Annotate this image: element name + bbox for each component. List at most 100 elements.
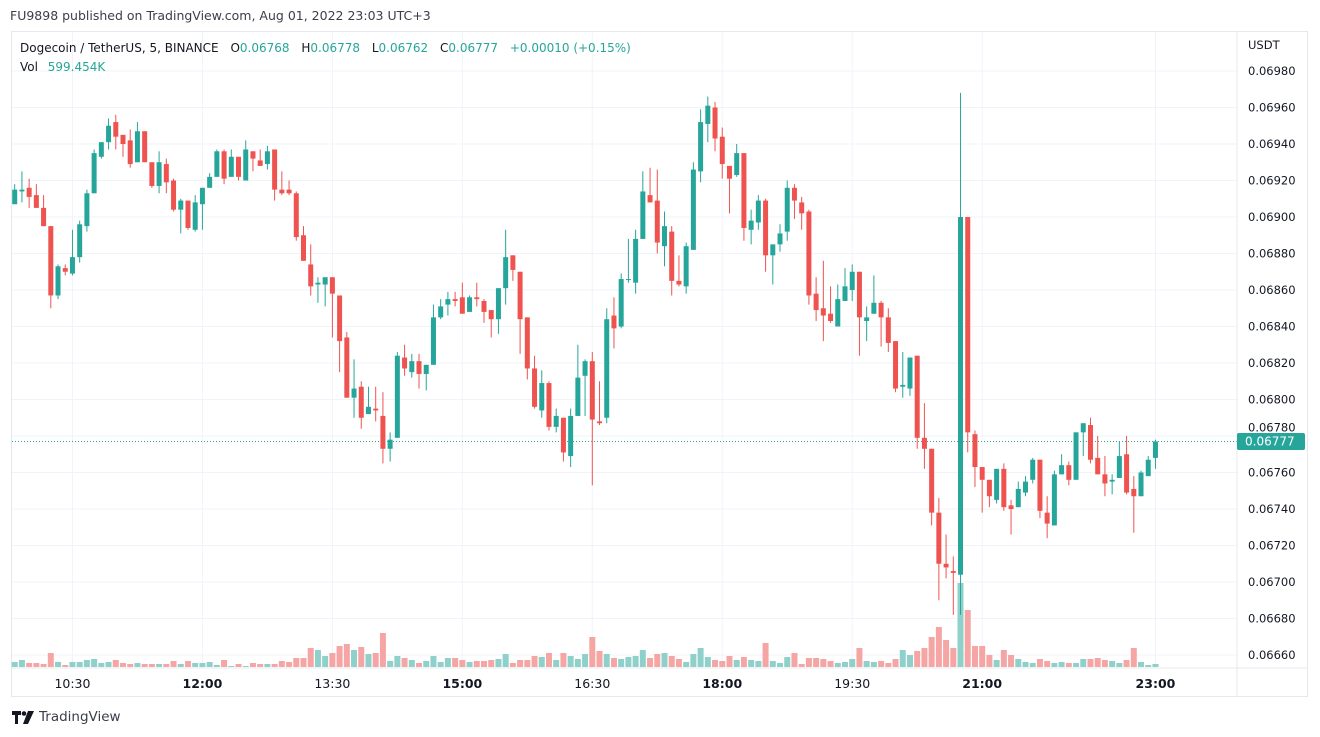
candle[interactable] [1095,436,1101,475]
candle[interactable] [423,364,429,391]
candle[interactable] [387,432,393,462]
candle[interactable] [199,187,205,230]
candle[interactable] [264,145,270,170]
candle[interactable] [416,353,422,389]
candle[interactable] [452,291,458,307]
candle[interactable] [625,238,631,283]
candle[interactable] [41,195,47,227]
candle[interactable] [315,277,321,303]
candle[interactable] [329,277,335,338]
candle[interactable] [1023,476,1028,497]
candle[interactable] [654,169,660,254]
tradingview-logo[interactable]: TradingView [12,709,121,725]
candle[interactable] [69,229,75,276]
candle[interactable] [871,275,877,314]
candle[interactable] [813,277,819,322]
candle[interactable] [532,355,538,409]
candle[interactable] [748,209,754,245]
candle[interactable] [741,153,747,241]
candle[interactable] [272,149,278,201]
candle[interactable] [647,167,653,203]
candle[interactable] [149,162,155,188]
candle[interactable] [1059,454,1065,475]
candle[interactable] [698,109,704,183]
candle[interactable] [842,268,848,301]
candle[interactable] [127,129,133,168]
candle[interactable] [568,408,574,468]
candle[interactable] [633,229,639,294]
candle[interactable] [322,277,328,307]
candle[interactable] [459,282,465,314]
candle[interactable] [770,244,776,285]
candle[interactable] [965,217,971,453]
candle[interactable] [214,149,220,177]
candle[interactable] [1102,456,1108,497]
candle[interactable] [690,162,696,250]
candle[interactable] [1073,432,1079,480]
legend-symbol[interactable]: Dogecoin / TetherUS, 5, BINANCE [20,41,219,55]
candle[interactable] [481,299,487,323]
candle[interactable] [878,300,884,347]
candle[interactable] [575,344,581,416]
candle[interactable] [207,173,213,188]
candle[interactable] [856,271,862,356]
candle[interactable] [12,184,18,205]
candle[interactable] [1080,423,1086,457]
candle[interactable] [705,96,711,143]
candle[interactable] [474,282,480,307]
candle[interactable] [228,149,234,177]
candle[interactable] [98,142,104,159]
candle[interactable] [48,226,54,309]
candle[interactable] [979,467,985,513]
candle[interactable] [257,149,263,166]
candle[interactable] [618,273,624,329]
candle[interactable] [467,295,473,312]
candle[interactable] [134,122,140,163]
candle[interactable] [84,189,90,232]
candle[interactable] [726,165,732,214]
candle[interactable] [755,195,761,230]
candle[interactable] [777,224,783,252]
candle[interactable] [402,344,408,376]
candle[interactable] [1145,456,1151,477]
candle[interactable] [604,308,610,424]
candle[interactable] [539,370,545,418]
candle[interactable] [1008,499,1014,535]
candle[interactable] [524,317,530,380]
candle[interactable] [308,244,314,296]
candle[interactable] [250,151,256,172]
candle[interactable] [885,308,891,353]
candle[interactable] [936,498,942,601]
candle[interactable] [734,144,740,177]
candle[interactable] [142,131,148,163]
candle[interactable] [438,299,444,320]
candle[interactable] [337,295,343,373]
candle[interactable] [1044,496,1050,539]
candle[interactable] [640,171,646,239]
candle[interactable] [503,229,509,305]
candle[interactable] [900,352,906,398]
candle[interactable] [994,468,1000,504]
candle[interactable] [986,479,992,508]
candle[interactable] [185,200,191,230]
candle[interactable] [849,264,855,301]
candle[interactable] [820,260,826,342]
candle[interactable] [243,140,249,181]
candle[interactable] [113,114,119,150]
candle[interactable] [1051,470,1057,526]
candle[interactable] [1030,457,1036,484]
candle[interactable] [1131,476,1137,533]
candle[interactable] [582,359,588,416]
candle[interactable] [221,149,227,185]
candle[interactable] [1138,470,1144,497]
candle[interactable] [192,195,198,232]
candle[interactable] [914,355,920,449]
candle[interactable] [178,198,184,234]
candle[interactable] [171,178,177,212]
candle[interactable] [1037,459,1043,519]
candle[interactable] [120,134,126,157]
candle[interactable] [943,534,949,579]
candle[interactable] [495,288,501,334]
candle[interactable] [589,352,595,486]
candle[interactable] [611,297,617,349]
